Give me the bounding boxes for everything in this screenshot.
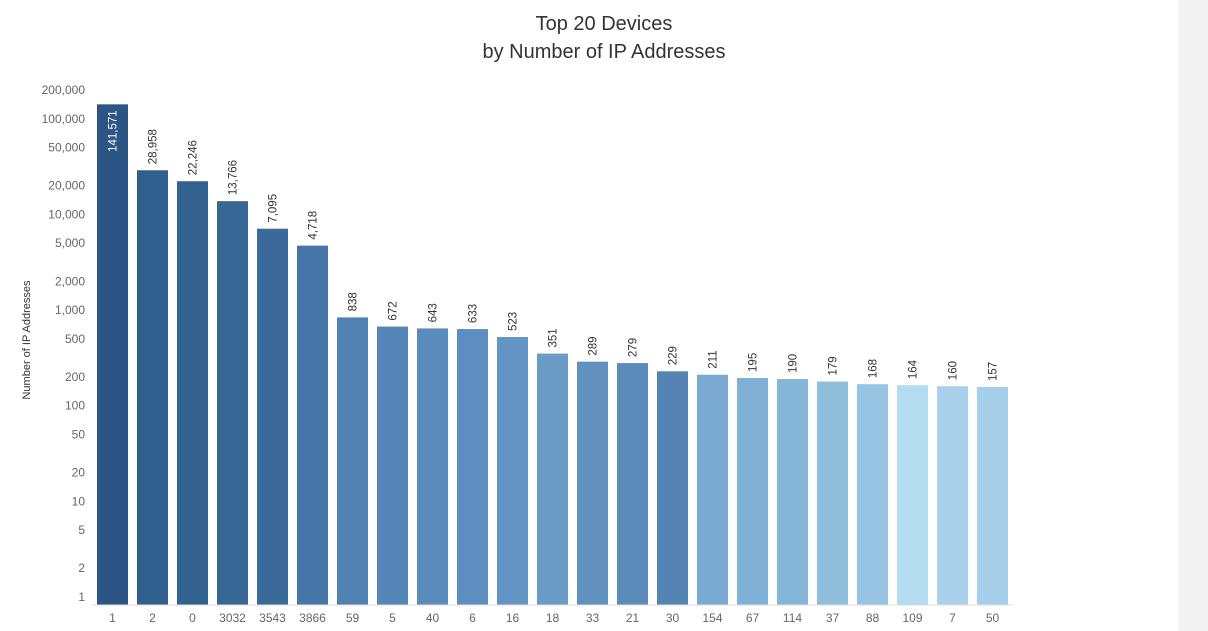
bar-33[interactable] [577, 361, 608, 605]
data-label: 672 [388, 301, 400, 320]
x-category-label: 33 [586, 611, 600, 625]
bar-0[interactable] [177, 181, 208, 605]
x-category-label: 40 [426, 611, 440, 625]
bar-67[interactable] [737, 377, 768, 605]
x-category-label: 0 [189, 611, 196, 625]
data-label: 190 [788, 354, 800, 373]
data-label: 28,958 [148, 129, 160, 164]
y-tick-label: 5,000 [55, 236, 85, 250]
y-tick-label: 5 [78, 523, 85, 537]
x-category-label: 67 [746, 611, 760, 625]
bar-154[interactable] [697, 374, 728, 605]
y-tick-label: 200,000 [42, 83, 86, 97]
x-category-label: 3032 [219, 611, 246, 625]
bar-3866[interactable] [297, 245, 328, 606]
x-category-label: 5 [389, 611, 396, 625]
data-label: 195 [748, 353, 760, 372]
x-category-label: 16 [506, 611, 520, 625]
bar-3032[interactable] [217, 201, 248, 605]
data-label: 229 [668, 346, 680, 365]
bar-7[interactable] [937, 386, 968, 605]
data-label: 164 [908, 359, 920, 379]
bar-6[interactable] [457, 329, 488, 605]
y-axis-label: Number of IP Addresses [21, 280, 33, 400]
data-label: 141,571 [108, 110, 120, 152]
x-category-label: 6 [469, 611, 476, 625]
data-label: 13,766 [228, 160, 240, 195]
x-category-label: 1 [109, 611, 116, 625]
x-axis-categories: 1 2 0 3032 3543 3866 59 5 40 6 16 18 33 21 30 154 67 114 3… [109, 611, 999, 625]
chart-title: Top 20 Devices [535, 13, 673, 35]
bar-109[interactable] [897, 385, 928, 605]
bar-40[interactable] [417, 328, 448, 605]
bar-30[interactable] [657, 371, 688, 605]
data-label: 157 [988, 362, 1000, 381]
bars [97, 104, 1008, 606]
x-category-label: 21 [626, 611, 640, 625]
bar-21[interactable] [617, 363, 648, 605]
data-label: 279 [628, 338, 640, 357]
y-tick-label: 100,000 [42, 112, 86, 126]
x-category-label: 59 [346, 611, 360, 625]
y-tick-label: 200 [65, 370, 85, 384]
x-category-label: 3543 [259, 611, 286, 625]
x-category-label: 37 [826, 611, 840, 625]
y-tick-label: 50,000 [48, 141, 85, 155]
bar-1[interactable] [97, 104, 128, 605]
data-label: 179 [828, 356, 840, 375]
x-category-label: 2 [149, 611, 156, 625]
y-axis-ticks: 200,000 100,000 50,000 20,000 10,000 5,000 2,0… [42, 83, 86, 604]
data-label: 22,246 [188, 140, 200, 175]
bar-59[interactable] [337, 317, 368, 605]
x-category-label: 88 [866, 611, 880, 625]
data-label: 4,718 [308, 211, 320, 240]
y-tick-label: 1 [78, 590, 85, 604]
data-label: 633 [468, 304, 480, 323]
data-label: 289 [588, 336, 600, 355]
x-category-label: 154 [702, 611, 722, 625]
bar-50[interactable] [977, 386, 1008, 605]
chart-subtitle: by Number of IP Addresses [482, 41, 726, 63]
data-label: 168 [868, 359, 880, 378]
y-tick-label: 1,000 [55, 303, 85, 317]
y-tick-label: 20 [72, 466, 86, 480]
x-category-label: 114 [783, 611, 802, 625]
data-label: 838 [348, 292, 360, 311]
right-edge-strip [1178, 0, 1208, 631]
y-tick-label: 10,000 [48, 207, 85, 221]
data-label: 211 [708, 350, 720, 368]
y-tick-label: 100 [65, 399, 85, 413]
x-category-label: 50 [986, 611, 1000, 625]
x-category-label: 7 [949, 611, 956, 625]
x-category-label: 30 [666, 611, 680, 625]
data-label: 7,095 [268, 194, 280, 223]
bar-3543[interactable] [257, 228, 288, 605]
y-tick-label: 2 [78, 561, 85, 575]
bar-chart: 200,000 100,000 50,000 20,000 10,000 5,000 2,0… [21, 83, 1013, 625]
y-tick-label: 10 [72, 494, 86, 508]
chart-title-block: Top 20 Devices by Number of IP Addresses [0, 10, 1208, 66]
bar-16[interactable] [497, 336, 528, 605]
y-tick-label: 500 [65, 332, 85, 346]
x-category-label: 109 [902, 611, 922, 625]
bar-37[interactable] [817, 381, 848, 605]
y-tick-label: 50 [72, 428, 86, 442]
data-labels: 141,571 28,958 22,246 13,766 7,095 4,718 838 67… [108, 110, 1000, 381]
x-category-label: 3866 [299, 611, 326, 625]
data-label: 643 [428, 303, 440, 322]
bar-18[interactable] [537, 353, 568, 605]
y-tick-label: 2,000 [55, 274, 85, 288]
data-label: 160 [948, 361, 960, 380]
bar-114[interactable] [777, 379, 808, 605]
bar-5[interactable] [377, 326, 408, 605]
bar-2[interactable] [137, 170, 168, 605]
data-label: 523 [508, 312, 520, 331]
x-category-label: 18 [546, 611, 560, 625]
data-label: 351 [548, 328, 560, 347]
bar-88[interactable] [857, 384, 888, 605]
y-tick-label: 20,000 [48, 179, 85, 193]
